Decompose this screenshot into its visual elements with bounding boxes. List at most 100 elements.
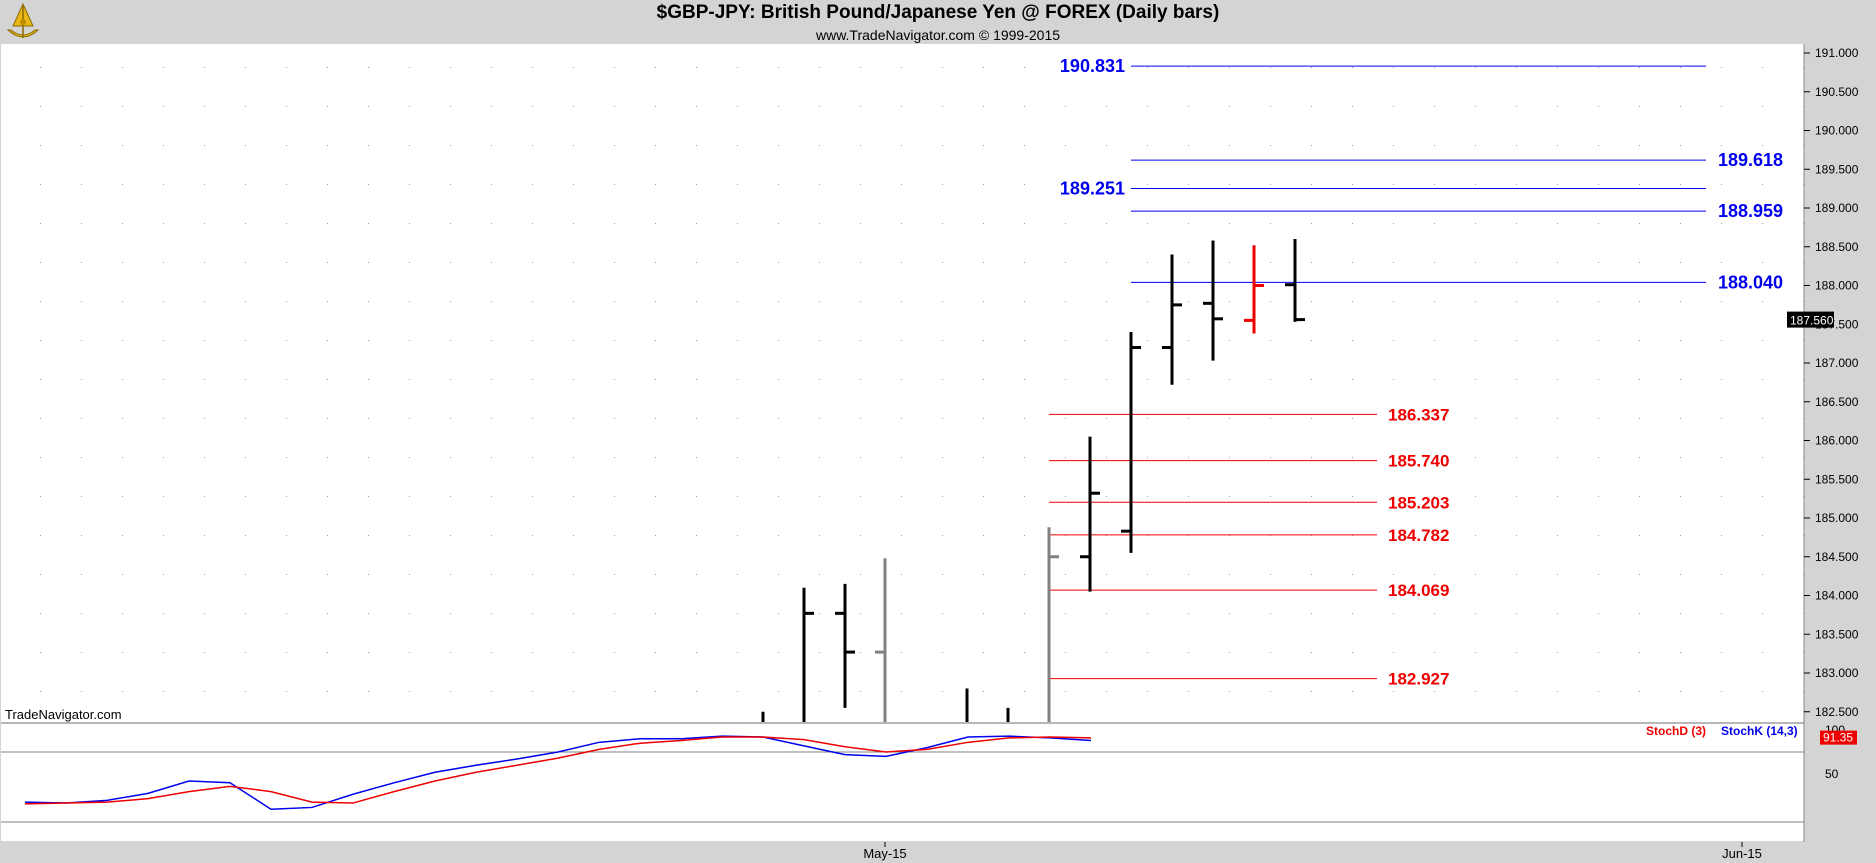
- grid-dot: [40, 184, 41, 185]
- grid-dot: [286, 457, 287, 458]
- grid-dot: [450, 67, 451, 68]
- grid-dot: [1557, 145, 1558, 146]
- grid-dot: [40, 535, 41, 536]
- grid-dot: [122, 496, 123, 497]
- grid-dot: [1188, 457, 1189, 458]
- grid-dot: [1557, 418, 1558, 419]
- grid-dot: [655, 691, 656, 692]
- grid-dot: [1434, 418, 1435, 419]
- grid-dot: [532, 379, 533, 380]
- grid-dot: [368, 340, 369, 341]
- support-label: 184.782: [1388, 526, 1449, 545]
- grid-dot: [1639, 691, 1640, 692]
- grid-dot: [40, 340, 41, 341]
- grid-dot: [491, 301, 492, 302]
- grid-dot: [696, 340, 697, 341]
- grid-dot: [1188, 145, 1189, 146]
- grid-dot: [532, 67, 533, 68]
- price-tick-label: 186.500: [1815, 395, 1859, 409]
- grid-dot: [368, 457, 369, 458]
- grid-dot: [1680, 184, 1681, 185]
- grid-dot: [1229, 652, 1230, 653]
- grid-dot: [1475, 652, 1476, 653]
- resistance-label: 188.959: [1718, 201, 1783, 221]
- grid-dot: [1024, 145, 1025, 146]
- grid-dot: [245, 457, 246, 458]
- grid-dot: [655, 496, 656, 497]
- grid-dot: [942, 184, 943, 185]
- grid-dot: [1188, 301, 1189, 302]
- grid-dot: [983, 613, 984, 614]
- grid-dot: [163, 574, 164, 575]
- grid-dot: [1721, 106, 1722, 107]
- grid-dot: [1311, 145, 1312, 146]
- grid-dot: [737, 67, 738, 68]
- grid-dot: [1229, 67, 1230, 68]
- grid-dot: [1352, 145, 1353, 146]
- support-label: 184.069: [1388, 581, 1449, 600]
- grid-dot: [696, 691, 697, 692]
- grid-dot: [327, 67, 328, 68]
- grid-dot: [655, 184, 656, 185]
- grid-dot: [1393, 691, 1394, 692]
- grid-dot: [368, 652, 369, 653]
- grid-dot: [1393, 223, 1394, 224]
- grid-dot: [573, 223, 574, 224]
- grid-dot: [1270, 184, 1271, 185]
- grid-dot: [1311, 67, 1312, 68]
- grid-dot: [860, 301, 861, 302]
- grid-dot: [778, 184, 779, 185]
- grid-dot: [1434, 340, 1435, 341]
- grid-dot: [81, 340, 82, 341]
- grid-dot: [1106, 535, 1107, 536]
- grid-dot: [819, 145, 820, 146]
- grid-dot: [1065, 574, 1066, 575]
- grid-dot: [1434, 574, 1435, 575]
- grid-dot: [1106, 262, 1107, 263]
- grid-dot: [860, 418, 861, 419]
- grid-dot: [614, 301, 615, 302]
- grid-dot: [778, 262, 779, 263]
- grid-dot: [1475, 613, 1476, 614]
- grid-dot: [245, 535, 246, 536]
- grid-dot: [1147, 145, 1148, 146]
- grid-dot: [1598, 457, 1599, 458]
- grid-dot: [1352, 340, 1353, 341]
- grid-dot: [532, 535, 533, 536]
- chart-title: $GBP-JPY: British Pound/Japanese Yen @ F…: [656, 2, 1220, 23]
- grid-dot: [1475, 67, 1476, 68]
- grid-dot: [1721, 418, 1722, 419]
- grid-dot: [368, 691, 369, 692]
- grid-dot: [942, 418, 943, 419]
- grid-dot: [1557, 67, 1558, 68]
- grid-dot: [942, 67, 943, 68]
- grid-dot: [1598, 106, 1599, 107]
- grid-dot: [286, 691, 287, 692]
- grid-dot: [1229, 535, 1230, 536]
- grid-dot: [122, 340, 123, 341]
- grid-dot: [1516, 457, 1517, 458]
- grid-dot: [614, 379, 615, 380]
- grid-dot: [655, 613, 656, 614]
- grid-dot: [1639, 262, 1640, 263]
- grid-dot: [1598, 418, 1599, 419]
- grid-dot: [1680, 496, 1681, 497]
- grid-dot: [245, 652, 246, 653]
- grid-dot: [901, 301, 902, 302]
- grid-dot: [573, 262, 574, 263]
- grid-dot: [1393, 340, 1394, 341]
- grid-dot: [573, 574, 574, 575]
- grid-dot: [122, 457, 123, 458]
- price-tick-label: 186.000: [1815, 434, 1859, 448]
- grid-dot: [1639, 67, 1640, 68]
- grid-dot: [614, 535, 615, 536]
- grid-dot: [860, 613, 861, 614]
- grid-dot: [163, 145, 164, 146]
- grid-dot: [1106, 67, 1107, 68]
- grid-dot: [40, 652, 41, 653]
- grid-dot: [1024, 223, 1025, 224]
- grid-dot: [122, 379, 123, 380]
- grid-dot: [1352, 457, 1353, 458]
- grid-dot: [163, 67, 164, 68]
- grid-dot: [573, 457, 574, 458]
